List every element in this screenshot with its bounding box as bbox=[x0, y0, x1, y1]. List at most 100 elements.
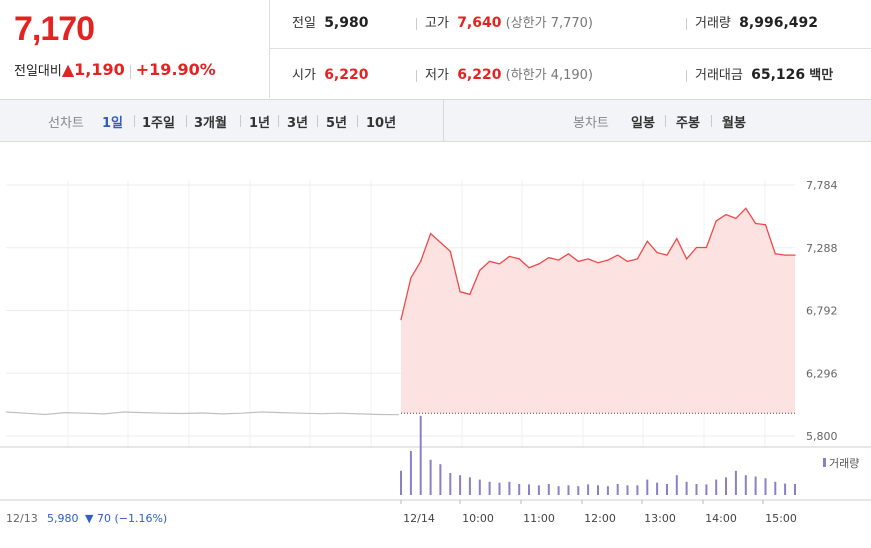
volume-bar bbox=[537, 485, 540, 495]
volume-bar bbox=[449, 473, 452, 495]
line-chart-label: 선차트 bbox=[48, 116, 84, 131]
prev-day-change: ▼ 70 (−1.16%) bbox=[85, 512, 167, 525]
data-point bbox=[479, 269, 481, 271]
data-point bbox=[548, 257, 550, 259]
data-point bbox=[715, 220, 717, 222]
prev-close: 전일 5,980 bbox=[292, 15, 369, 31]
x-tick-label: 10:00 bbox=[462, 512, 494, 525]
x-tick-label: 12/14 bbox=[403, 512, 435, 525]
x-tick-label: 12:00 bbox=[584, 512, 616, 525]
tab-1week[interactable]: 1주일 bbox=[142, 116, 175, 131]
volume-bar bbox=[764, 478, 767, 495]
data-point bbox=[695, 246, 698, 249]
tab-3years[interactable]: 3년 bbox=[287, 116, 309, 131]
volume-bar bbox=[774, 481, 777, 495]
today-price-area bbox=[400, 207, 796, 414]
volume-bars bbox=[400, 415, 796, 495]
tab-1day[interactable]: 1일 bbox=[102, 116, 124, 131]
prev-day-series-line bbox=[5, 411, 400, 416]
up-arrow-icon: ▲ bbox=[61, 60, 75, 79]
trade-value: 거래대금 65,126 백만 bbox=[686, 64, 833, 83]
volume-bar bbox=[597, 485, 599, 495]
tab-5years[interactable]: 5년 bbox=[326, 116, 348, 131]
candle-chart-label: 봉차트 bbox=[573, 116, 609, 131]
volume-bar bbox=[794, 484, 796, 495]
prev-day-close: 5,980 bbox=[47, 512, 79, 525]
data-point bbox=[508, 255, 510, 257]
data-point bbox=[755, 222, 757, 225]
volume-bar bbox=[439, 464, 442, 495]
tab-weekly-candle[interactable]: 주봉 bbox=[676, 116, 700, 131]
volume-legend: 거래량 bbox=[823, 457, 859, 470]
tab-3months[interactable]: 3개월 bbox=[194, 116, 227, 131]
data-point bbox=[538, 263, 540, 265]
y-tick-label: 7,784 bbox=[806, 179, 838, 192]
volume-bar bbox=[705, 484, 708, 495]
data-point bbox=[558, 259, 560, 261]
data-point bbox=[705, 246, 708, 249]
data-point bbox=[646, 240, 648, 242]
volume-bar bbox=[419, 415, 422, 495]
data-point bbox=[656, 252, 658, 254]
data-point bbox=[528, 267, 530, 269]
change-label: 전일대비 bbox=[14, 64, 62, 79]
y-tick-label: 7,288 bbox=[806, 242, 838, 255]
data-point bbox=[725, 214, 727, 216]
data-point bbox=[498, 263, 501, 265]
volume-legend-swatch bbox=[823, 458, 826, 467]
volume-bar bbox=[587, 484, 590, 495]
current-price: 7,170 bbox=[14, 10, 95, 48]
data-point bbox=[469, 293, 471, 295]
volume-bar bbox=[754, 476, 757, 495]
volume: 거래량 8,996,492 bbox=[686, 12, 818, 31]
data-point bbox=[764, 224, 767, 226]
data-point bbox=[794, 254, 796, 256]
volume-bar bbox=[626, 485, 629, 495]
data-point bbox=[410, 277, 412, 279]
volume-bar bbox=[734, 470, 737, 495]
volume-legend-label: 거래량 bbox=[829, 457, 859, 470]
data-point bbox=[567, 253, 570, 255]
data-point bbox=[439, 241, 441, 243]
volume-bar bbox=[429, 459, 432, 495]
volume-bar bbox=[459, 475, 462, 495]
volume-bar bbox=[636, 485, 639, 495]
tab-monthly-candle[interactable]: 월봉 bbox=[722, 116, 746, 131]
volume-bar bbox=[488, 481, 491, 495]
data-point bbox=[587, 258, 589, 260]
volume-bar bbox=[409, 451, 412, 495]
intraday-chart[interactable]: 7,784 7,288 6,792 6,296 5,800 12/14 10:00 11:0… bbox=[0, 142, 871, 548]
volume-bar bbox=[666, 484, 668, 495]
data-point bbox=[449, 250, 451, 252]
low-price: 저가 6,220 (하한가 4,190) bbox=[416, 64, 593, 83]
high-price: 고가 7,640 (상한가 7,770) bbox=[416, 12, 593, 31]
data-point bbox=[518, 258, 520, 260]
volume-bar bbox=[478, 479, 481, 495]
x-tick-label: 11:00 bbox=[523, 512, 555, 525]
volume-bar bbox=[468, 477, 471, 495]
volume-bar bbox=[567, 485, 570, 495]
chart-tab-bar: 선차트 1일 1주일 3개월 1년 3년 5년 10년 봉차트 일봉 주봉 월봉 bbox=[0, 99, 871, 142]
volume-bar bbox=[656, 482, 659, 495]
volume-bar bbox=[675, 475, 678, 495]
divider bbox=[269, 0, 270, 98]
x-tick-label: 15:00 bbox=[765, 512, 797, 525]
divider bbox=[129, 64, 131, 79]
prev-day-info: 12/13 5,980 ▼ 70 (−1.16%) bbox=[6, 512, 167, 525]
data-point bbox=[774, 253, 776, 255]
data-point bbox=[735, 217, 737, 219]
data-point bbox=[666, 254, 668, 256]
time-axis: 12/14 10:00 11:00 12:00 13:00 14:00 15:00 bbox=[400, 500, 797, 525]
divider bbox=[443, 100, 444, 141]
volume-bar bbox=[784, 483, 787, 495]
data-point bbox=[607, 259, 609, 261]
tab-1year[interactable]: 1년 bbox=[249, 116, 271, 131]
data-point bbox=[676, 238, 678, 240]
tab-10years[interactable]: 10년 bbox=[366, 116, 397, 131]
data-point bbox=[617, 254, 619, 256]
volume-bar bbox=[400, 470, 402, 495]
data-point bbox=[784, 254, 786, 256]
quote-header: 7,170 전일대비▲1,190 +19.90% 전일 5,980 고가 7,64… bbox=[0, 0, 871, 98]
data-point bbox=[686, 258, 688, 260]
tab-daily-candle[interactable]: 일봉 bbox=[631, 116, 655, 131]
